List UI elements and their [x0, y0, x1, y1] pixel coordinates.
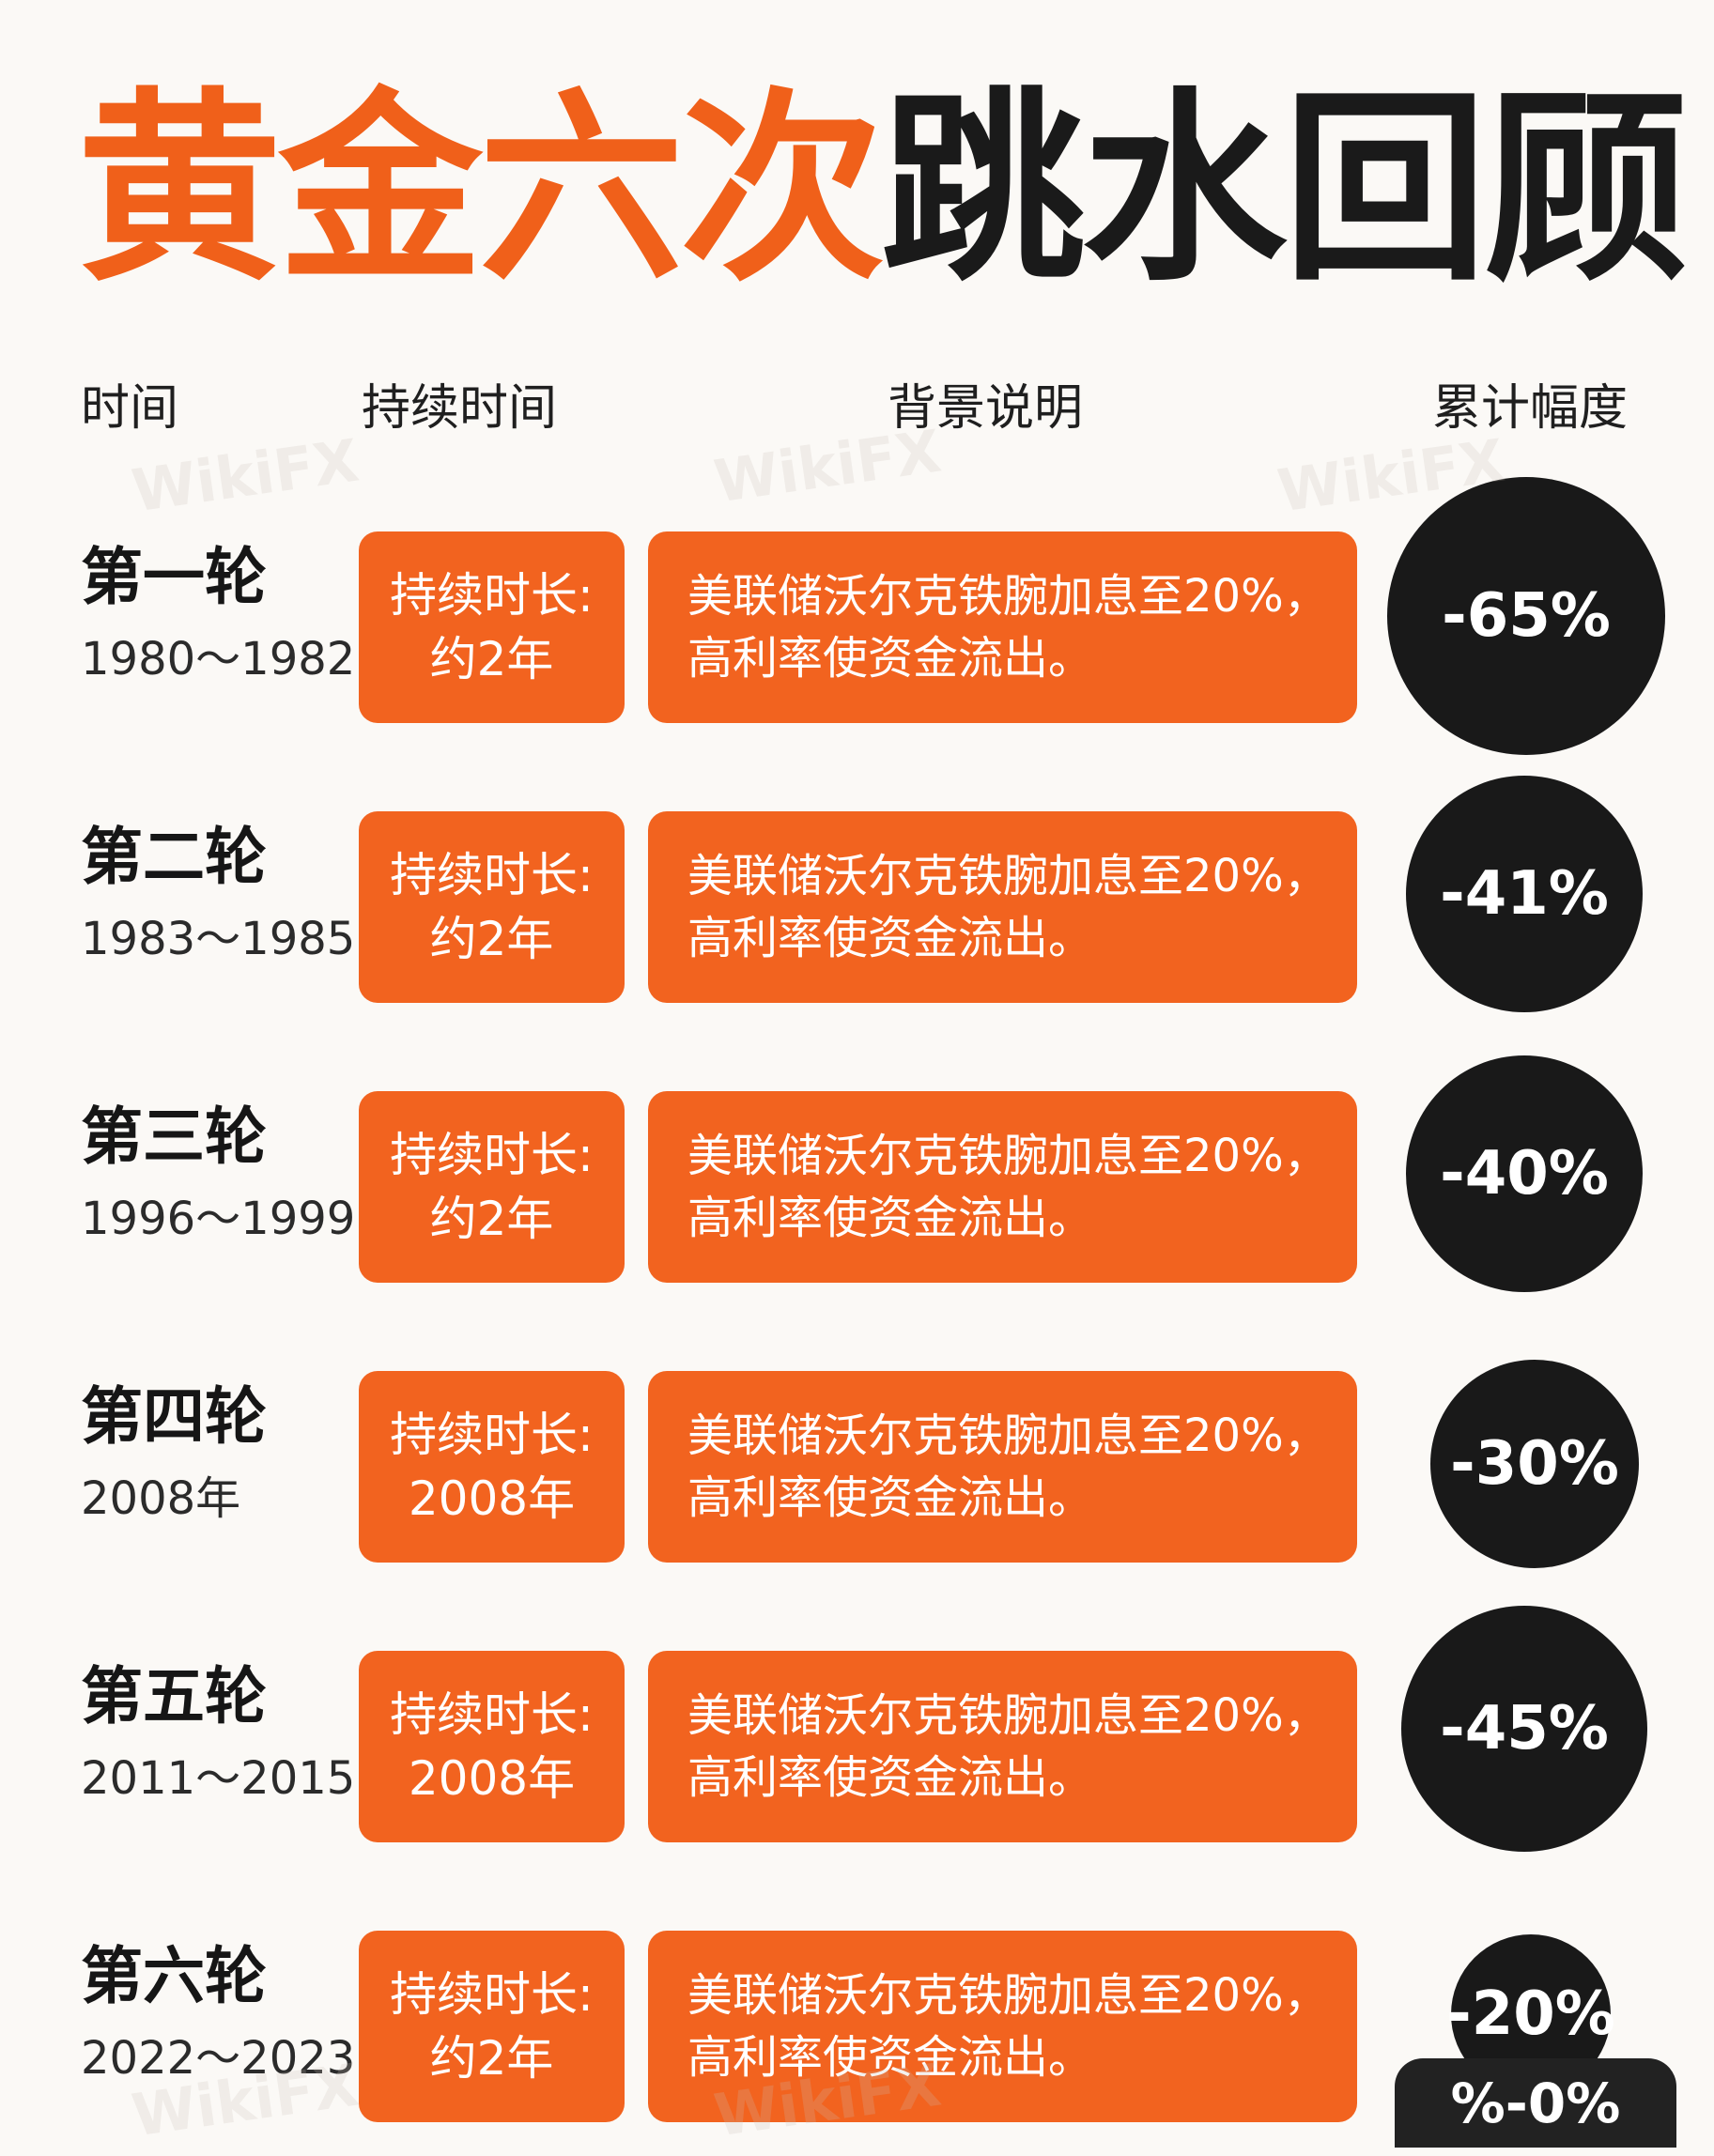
round-row: 第二轮 1983～1985 持续时长: 约2年 美联储沃尔克铁腕加息至20%， …: [0, 776, 1714, 1012]
magnitude-circle: -41%: [1406, 776, 1643, 1012]
background-line-1: 美联储沃尔克铁腕加息至20%，: [687, 1969, 1329, 2022]
duration-label: 持续时长:: [390, 1408, 594, 1462]
duration-value: 约2年: [429, 1192, 554, 1246]
corner-badge: %-0%: [1395, 2058, 1676, 2148]
round-row: 第一轮 1980～1982 持续时长: 约2年 美联储沃尔克铁腕加息至20%， …: [0, 477, 1714, 755]
duration-box: 持续时长: 2008年: [359, 1651, 625, 1842]
background-line-2: 高利率使资金流出。: [687, 1471, 1094, 1524]
magnitude-circle: -45%: [1401, 1606, 1647, 1852]
round-years: 1983～1985: [81, 913, 356, 965]
duration-box: 持续时长: 约2年: [359, 531, 625, 723]
header-background: 背景说明: [888, 380, 1084, 437]
background-line-1: 美联储沃尔克铁腕加息至20%，: [687, 1130, 1329, 1182]
round-label: 第一轮: [81, 541, 267, 613]
magnitude-circle: -40%: [1406, 1055, 1643, 1292]
round-row: 第四轮 2008年 持续时长: 2008年 美联储沃尔克铁腕加息至20%， 高利…: [0, 1360, 1714, 1572]
background-line-2: 高利率使资金流出。: [687, 2031, 1094, 2084]
round-label: 第四轮: [81, 1380, 267, 1453]
duration-box: 持续时长: 约2年: [359, 1931, 625, 2122]
round-row: 第三轮 1996～1999 持续时长: 约2年 美联储沃尔克铁腕加息至20%， …: [0, 1055, 1714, 1292]
background-line-2: 高利率使资金流出。: [687, 632, 1094, 685]
round-years: 2022～2023: [81, 2032, 356, 2085]
duration-value: 约2年: [429, 2031, 554, 2086]
duration-label: 持续时长:: [390, 848, 594, 902]
background-box: 美联储沃尔克铁腕加息至20%， 高利率使资金流出。: [648, 531, 1357, 723]
duration-value: 约2年: [429, 912, 554, 966]
round-label: 第五轮: [81, 1660, 267, 1732]
round-years: 1996～1999: [81, 1193, 356, 1245]
round-label: 第六轮: [81, 1940, 267, 2012]
duration-value: 2008年: [408, 1471, 576, 1526]
background-line-1: 美联储沃尔克铁腕加息至20%，: [687, 570, 1329, 623]
background-box: 美联储沃尔克铁腕加息至20%， 高利率使资金流出。: [648, 811, 1357, 1003]
background-line-1: 美联储沃尔克铁腕加息至20%，: [687, 850, 1329, 902]
background-box: 美联储沃尔克铁腕加息至20%， 高利率使资金流出。: [648, 1651, 1357, 1842]
round-years: 2008年: [81, 1472, 241, 1525]
duration-box: 持续时长: 约2年: [359, 1091, 625, 1283]
background-line-2: 高利率使资金流出。: [687, 1751, 1094, 1804]
magnitude-circle: -65%: [1387, 477, 1665, 755]
background-box: 美联储沃尔克铁腕加息至20%， 高利率使资金流出。: [648, 1371, 1357, 1563]
title-accent: 黄金六次: [77, 71, 885, 309]
background-line-2: 高利率使资金流出。: [687, 912, 1094, 964]
background-box: 美联储沃尔克铁腕加息至20%， 高利率使资金流出。: [648, 1931, 1357, 2122]
duration-value: 约2年: [429, 632, 554, 686]
magnitude-circle: -30%: [1430, 1360, 1639, 1568]
round-years: 2011～2015: [81, 1752, 356, 1805]
round-label: 第二轮: [81, 821, 267, 893]
round-years: 1980～1982: [81, 633, 356, 685]
round-label: 第三轮: [81, 1101, 267, 1173]
page-title: 黄金六次跳水回顾: [77, 71, 1689, 309]
round-row: 第六轮 2022～2023 持续时长: 约2年 美联储沃尔克铁腕加息至20%， …: [0, 1931, 1714, 2132]
header-duration: 持续时间: [362, 380, 558, 437]
duration-label: 持续时长:: [390, 1128, 594, 1182]
duration-label: 持续时长:: [390, 568, 594, 623]
duration-label: 持续时长:: [390, 1687, 594, 1742]
title-rest: 跳水回顾: [881, 71, 1689, 309]
duration-label: 持续时长:: [390, 1967, 594, 2022]
round-row: 第五轮 2011～2015 持续时长: 2008年 美联储沃尔克铁腕加息至20%…: [0, 1606, 1714, 1852]
duration-box: 持续时长: 2008年: [359, 1371, 625, 1563]
background-line-2: 高利率使资金流出。: [687, 1192, 1094, 1244]
background-box: 美联储沃尔克铁腕加息至20%， 高利率使资金流出。: [648, 1091, 1357, 1283]
duration-box: 持续时长: 约2年: [359, 811, 625, 1003]
header-time: 时间: [81, 380, 179, 437]
header-magnitude: 累计幅度: [1432, 380, 1629, 437]
background-line-1: 美联储沃尔克铁腕加息至20%，: [687, 1409, 1329, 1462]
background-line-1: 美联储沃尔克铁腕加息至20%，: [687, 1689, 1329, 1742]
duration-value: 2008年: [408, 1751, 576, 1806]
